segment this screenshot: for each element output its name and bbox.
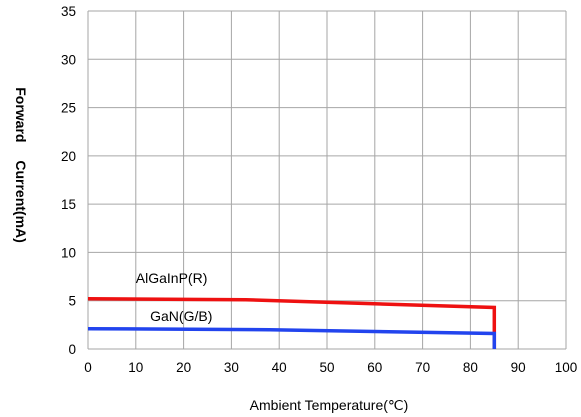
x-tick-label: 60	[367, 360, 382, 375]
y-axis-label: Forward Current(mA)	[13, 87, 29, 243]
y-axis-label-part-2: Current(mA)	[13, 160, 29, 242]
series-line-algainp	[87, 297, 497, 349]
y-tick-label: 25	[61, 101, 76, 116]
y-tick-label: 0	[68, 342, 76, 357]
x-tick-label: 90	[511, 360, 526, 375]
y-tick-label: 10	[61, 245, 76, 260]
x-tick-labels: 0 10 20 30 40 50 60 70 80 90 100	[84, 360, 577, 375]
y-tick-labels: 0 5 10 15 20 25 30 35	[61, 4, 76, 357]
x-tick-label: 0	[84, 360, 92, 375]
y-tick-label: 5	[68, 294, 76, 309]
series-label-gan: GaN(G/B)	[150, 308, 212, 324]
y-tick-label: 30	[61, 52, 76, 67]
y-tick-label: 35	[61, 4, 76, 19]
x-tick-label: 10	[128, 360, 143, 375]
x-tick-label: 30	[224, 360, 239, 375]
series-annotations: AlGaInP(R) GaN(G/B)	[136, 270, 213, 324]
series-line-gan	[87, 326, 497, 349]
y-tick-label: 20	[61, 149, 76, 164]
x-axis-label: Ambient Temperature(℃)	[250, 397, 409, 413]
y-tick-label: 15	[61, 197, 76, 212]
y-axis-label-part-1: Forward	[13, 87, 29, 142]
x-tick-label: 20	[176, 360, 191, 375]
series-lines	[87, 297, 497, 349]
x-tick-label: 80	[463, 360, 478, 375]
x-tick-label: 40	[272, 360, 287, 375]
series-label-algainp: AlGaInP(R)	[136, 270, 208, 286]
x-tick-label: 100	[555, 360, 578, 375]
x-tick-label: 50	[319, 360, 334, 375]
x-tick-label: 70	[415, 360, 430, 375]
